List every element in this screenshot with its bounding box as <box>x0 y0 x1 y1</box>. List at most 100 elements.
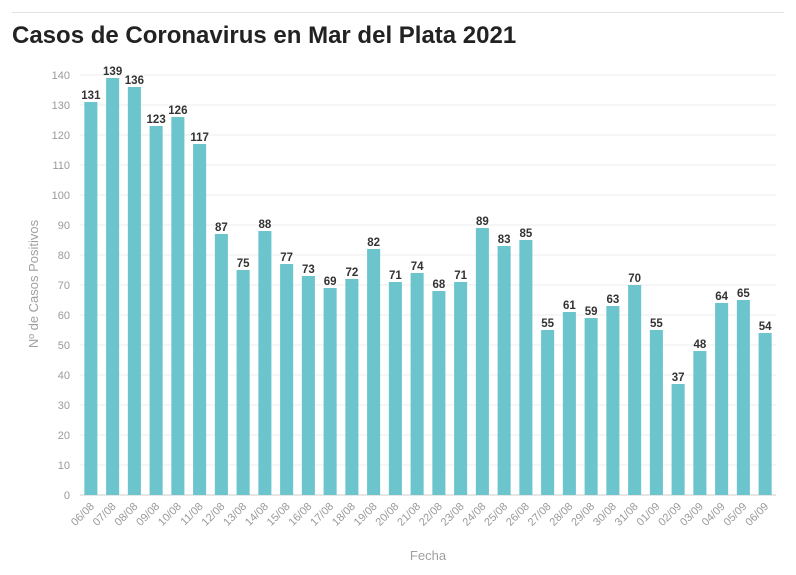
x-tick-label: 31/08 <box>613 501 641 529</box>
x-tick-label: 03/09 <box>678 501 706 529</box>
x-tick-label: 06/09 <box>743 501 771 529</box>
bar <box>171 117 185 495</box>
bar <box>388 282 402 495</box>
bar <box>214 234 228 495</box>
x-tick-label: 25/08 <box>482 501 510 529</box>
x-tick-label: 12/08 <box>200 501 228 529</box>
bar <box>758 333 772 495</box>
bar <box>323 288 337 495</box>
bar <box>106 78 120 495</box>
y-tick-label: 100 <box>52 190 70 202</box>
y-tick-label: 30 <box>58 400 70 412</box>
data-label: 123 <box>147 114 166 126</box>
bar <box>432 291 446 495</box>
data-label: 65 <box>737 288 750 300</box>
x-tick-label: 02/09 <box>656 501 684 529</box>
data-label: 72 <box>345 267 358 279</box>
y-tick-label: 130 <box>52 100 70 112</box>
x-tick-label: 09/08 <box>134 501 162 529</box>
x-axis-ticks: 06/0807/0808/0809/0810/0811/0812/0813/08… <box>69 501 771 529</box>
y-tick-label: 140 <box>52 70 70 82</box>
bar <box>345 279 359 495</box>
bar <box>149 126 163 495</box>
x-tick-label: 23/08 <box>439 501 467 529</box>
y-tick-label: 70 <box>58 280 70 292</box>
x-tick-label: 13/08 <box>221 501 249 529</box>
data-label: 64 <box>715 291 728 303</box>
data-label: 59 <box>585 306 598 318</box>
bar <box>280 264 294 495</box>
x-tick-label: 06/08 <box>69 501 97 529</box>
bar <box>606 306 620 495</box>
x-tick-label: 11/08 <box>178 501 205 528</box>
top-divider <box>12 12 784 13</box>
x-tick-label: 14/08 <box>243 501 271 529</box>
y-tick-label: 80 <box>58 250 70 262</box>
data-label: 117 <box>190 132 209 144</box>
x-tick-label: 18/08 <box>330 501 358 529</box>
bar <box>671 384 685 495</box>
data-label: 37 <box>672 372 685 384</box>
x-tick-label: 01/09 <box>635 501 663 529</box>
bar <box>584 318 598 495</box>
data-label: 69 <box>324 276 337 288</box>
bar <box>367 249 381 495</box>
x-tick-label: 26/08 <box>504 501 532 529</box>
x-tick-label: 20/08 <box>374 501 402 529</box>
data-label: 73 <box>302 264 315 276</box>
x-tick-label: 19/08 <box>352 501 380 529</box>
y-tick-label: 40 <box>58 370 70 382</box>
y-tick-label: 110 <box>52 160 70 172</box>
y-tick-label: 0 <box>64 490 70 502</box>
data-label: 139 <box>103 66 122 78</box>
data-label: 85 <box>519 228 532 240</box>
data-label: 131 <box>81 90 101 102</box>
bar <box>541 330 555 495</box>
y-tick-label: 120 <box>52 130 70 142</box>
data-label: 126 <box>168 105 187 117</box>
data-label: 87 <box>215 222 228 234</box>
data-label: 48 <box>693 339 706 351</box>
x-tick-label: 28/08 <box>548 501 576 529</box>
y-tick-label: 20 <box>58 430 70 442</box>
x-tick-label: 30/08 <box>591 501 619 529</box>
chart-title: Casos de Coronavirus en Mar del Plata 20… <box>12 22 517 49</box>
data-label: 136 <box>125 75 144 87</box>
y-tick-label: 10 <box>58 460 70 472</box>
y-tick-label: 50 <box>58 340 70 352</box>
bar <box>628 285 642 495</box>
data-label: 88 <box>258 219 271 231</box>
data-label: 89 <box>476 216 489 228</box>
bar <box>519 240 533 495</box>
bar <box>497 246 511 495</box>
data-label: 74 <box>411 261 424 273</box>
bar <box>236 270 250 495</box>
bar <box>693 351 707 495</box>
data-label: 83 <box>498 234 511 246</box>
x-tick-label: 10/08 <box>156 501 184 529</box>
y-tick-label: 60 <box>58 310 70 322</box>
y-axis-ticks: 0 10 20 30 40 50 60 70 80 90 100 110 120 130 140 <box>52 70 70 502</box>
x-tick-label: 16/08 <box>287 501 315 529</box>
data-label: 75 <box>237 258 250 270</box>
data-label: 70 <box>628 273 641 285</box>
x-tick-label: 15/08 <box>265 501 293 529</box>
bar <box>649 330 663 495</box>
bar <box>193 144 207 495</box>
bar <box>127 87 141 495</box>
bar <box>84 102 98 495</box>
bar <box>454 282 468 495</box>
x-tick-label: 29/08 <box>569 501 597 529</box>
x-tick-label: 22/08 <box>417 501 445 529</box>
bar <box>736 300 750 495</box>
bar <box>410 273 424 495</box>
data-label: 71 <box>454 270 467 282</box>
x-tick-label: 24/08 <box>461 501 489 529</box>
data-label: 55 <box>541 318 554 330</box>
x-tick-label: 07/08 <box>91 501 119 529</box>
data-label: 54 <box>759 321 772 333</box>
x-tick-label: 17/08 <box>308 501 336 529</box>
x-axis-title: Fecha <box>410 548 447 563</box>
